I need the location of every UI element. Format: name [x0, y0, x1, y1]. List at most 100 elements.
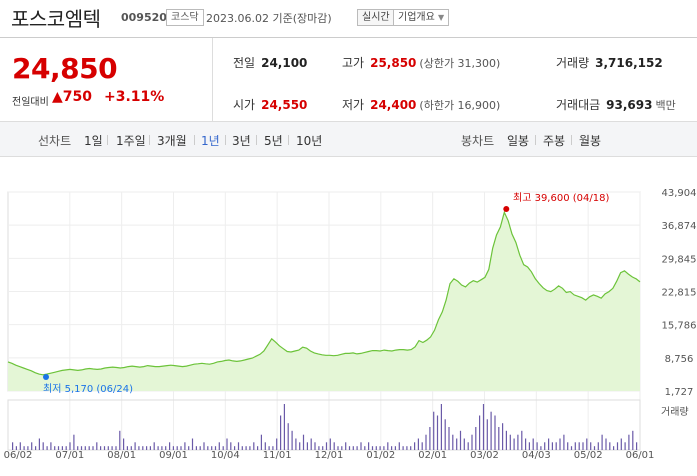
x-axis-labels: 06/02 07/01 08/01 09/01 10/04 11/01 12/01 01/02…	[4, 450, 655, 461]
stat-amount: 거래대금 93,693 백만	[556, 96, 676, 113]
volume-bar	[605, 438, 607, 450]
tab-1d[interactable]: 1일	[84, 134, 103, 148]
company-info-label: 기업개요	[398, 12, 435, 23]
volume-bar	[563, 434, 565, 450]
volume-bar	[559, 438, 561, 450]
volume-bar	[169, 442, 171, 450]
volume-bar	[100, 446, 102, 450]
volume-bar	[272, 446, 274, 450]
volume-legend: 거래량	[661, 406, 689, 418]
stat-label: 거래량	[556, 56, 590, 70]
volume-bar	[237, 442, 240, 450]
lower-limit: (하한가 16,900)	[419, 99, 501, 112]
volume-bar	[360, 442, 362, 450]
y-tick-label: 29,845	[662, 254, 697, 265]
x-tick-label: 09/01	[159, 450, 188, 461]
volume-bar	[341, 446, 343, 450]
volume-bar	[50, 442, 52, 450]
tab-3y[interactable]: 3년	[232, 134, 251, 148]
volume-bar	[283, 404, 285, 450]
volume-bar	[234, 446, 236, 450]
tab-3m[interactable]: 3개월	[157, 134, 187, 148]
volume-bar	[184, 442, 186, 450]
volume-bar	[157, 446, 159, 450]
x-tick-label: 04/03	[522, 450, 551, 461]
candle-chart-label: 봉차트	[461, 134, 495, 148]
volume-bar	[123, 438, 125, 450]
company-info-button[interactable]: 기업개요 ▼	[393, 9, 450, 26]
volume-bar	[295, 438, 297, 450]
stat-label: 고가	[342, 56, 365, 70]
volume-bar	[356, 446, 358, 450]
volume-bar	[195, 446, 197, 450]
volume-bar	[444, 419, 446, 450]
volume-bar	[578, 442, 580, 450]
volume-bar	[264, 442, 266, 450]
volume-bar	[57, 446, 60, 450]
volume-bar	[12, 442, 14, 450]
volume-bar	[632, 430, 634, 450]
change-label: 전일대비	[12, 97, 49, 108]
volume-bar	[245, 446, 247, 450]
upper-limit: (상한가 31,300)	[419, 57, 501, 70]
x-tick-label: 01/02	[366, 450, 395, 461]
chevron-down-icon: ▼	[438, 13, 445, 22]
stat-prev-close: 전일 24,100	[233, 54, 307, 71]
volume-bar	[268, 446, 270, 450]
x-tick-label: 06/02	[4, 450, 33, 461]
x-tick-label: 03/02	[470, 450, 499, 461]
volume-bar	[211, 446, 213, 450]
volume-bar	[613, 446, 615, 450]
volume-bar	[436, 415, 439, 450]
stat-low: 저가 24,400 (하한가 16,900)	[342, 96, 500, 113]
tab-daily[interactable]: 일봉	[507, 134, 530, 148]
volume-bar	[394, 446, 396, 450]
volume-bar	[241, 446, 243, 450]
volume-bar	[414, 442, 416, 450]
volume-bar	[306, 442, 308, 450]
volume-bar	[287, 423, 289, 450]
volume-bar	[421, 442, 423, 450]
tab-1y[interactable]: 1년	[201, 134, 220, 148]
tab-10y[interactable]: 10년	[296, 134, 323, 148]
volume-bar	[69, 442, 71, 450]
volume-bar	[119, 430, 121, 450]
price-area	[8, 212, 640, 391]
volume-bar	[61, 446, 63, 450]
volume-bar	[620, 438, 622, 450]
volume-bar	[111, 446, 113, 450]
volume-bar	[570, 446, 573, 450]
stock-name: 포스코엠텍	[11, 7, 101, 31]
volume-bar	[280, 415, 282, 450]
tab-weekly[interactable]: 주봉	[543, 134, 566, 148]
volume-bar	[35, 446, 37, 450]
volume-bar	[31, 442, 33, 450]
volume-bar	[528, 442, 530, 450]
volume-bar	[521, 430, 523, 450]
volume-bar	[590, 442, 592, 450]
volume-bars	[12, 404, 638, 450]
volume-bar	[475, 427, 477, 450]
volume-bar	[371, 446, 374, 450]
volume-bar	[260, 434, 262, 450]
volume-bar	[628, 434, 630, 450]
volume-bar	[482, 404, 485, 450]
volume-bar	[299, 442, 301, 450]
volume-bar	[199, 446, 201, 450]
volume-bar	[593, 446, 596, 450]
volume-bar	[586, 438, 588, 450]
volume-bar	[498, 427, 500, 450]
tab-monthly[interactable]: 월봉	[579, 134, 602, 148]
volume-bar	[471, 434, 473, 450]
volume-bar	[364, 446, 366, 450]
x-tick-label: 12/01	[315, 450, 344, 461]
tab-5y[interactable]: 5년	[264, 134, 283, 148]
volume-bar	[65, 446, 67, 450]
volume-bar	[345, 442, 347, 450]
stat-value: 24,550	[261, 98, 308, 112]
volume-bar	[402, 446, 404, 450]
tab-1w[interactable]: 1주일	[116, 134, 146, 148]
volume-bar	[27, 446, 29, 450]
volume-bar	[54, 446, 56, 450]
